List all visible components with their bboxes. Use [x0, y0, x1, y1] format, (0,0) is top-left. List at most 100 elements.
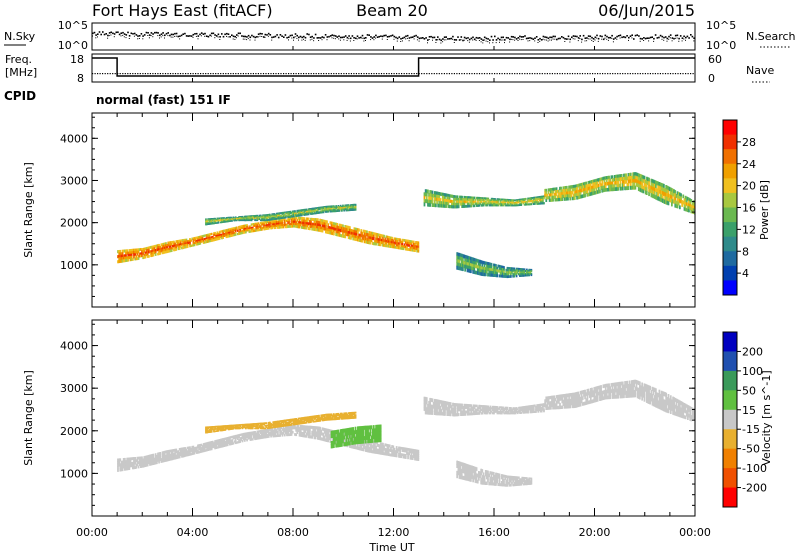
data-cell	[187, 450, 190, 453]
data-cell	[318, 221, 320, 225]
data-cell	[462, 257, 464, 262]
data-cell	[477, 204, 479, 207]
data-cell	[218, 445, 221, 449]
power-data	[117, 172, 695, 279]
noise-point	[576, 35, 578, 38]
data-cell	[206, 222, 208, 224]
data-cell	[231, 218, 234, 220]
data-cell	[347, 434, 350, 438]
noise-search-point	[210, 35, 212, 37]
data-cell	[145, 253, 148, 257]
data-cell	[634, 175, 637, 180]
data-cell	[221, 230, 223, 233]
data-cell	[359, 447, 361, 451]
data-cell	[202, 444, 205, 448]
data-cell	[520, 198, 523, 201]
data-cell	[344, 232, 347, 236]
data-cell	[330, 224, 333, 228]
data-cell	[325, 222, 327, 226]
data-cell	[351, 231, 353, 235]
data-cell	[246, 435, 248, 438]
data-cell	[362, 234, 365, 238]
data-cell	[191, 244, 194, 247]
data-cell	[294, 211, 296, 214]
data-cell	[643, 182, 646, 187]
noise-point	[259, 32, 262, 35]
data-cell	[321, 206, 324, 209]
data-cell	[526, 272, 528, 275]
data-cell	[174, 448, 176, 452]
data-cell	[393, 237, 396, 241]
data-cell	[255, 434, 258, 437]
nave-point	[109, 73, 111, 75]
data-cell	[335, 210, 338, 213]
data-cell	[140, 460, 142, 464]
noise-point	[267, 32, 270, 35]
nave-point	[446, 73, 448, 75]
data-cell	[668, 197, 671, 202]
data-cell	[239, 225, 242, 228]
data-cell	[312, 218, 315, 221]
data-cell	[528, 270, 531, 273]
data-cell	[152, 455, 155, 459]
data-cell	[353, 443, 356, 447]
noise-point	[92, 32, 94, 35]
data-cell	[277, 222, 279, 226]
data-cell	[470, 266, 472, 270]
data-cell	[673, 189, 676, 194]
data-cell	[599, 177, 601, 182]
data-cell	[428, 199, 430, 204]
data-cell	[322, 222, 325, 226]
data-cell	[564, 194, 567, 198]
data-cell	[692, 205, 695, 209]
noise-search-point	[534, 40, 536, 42]
data-cell	[556, 198, 559, 202]
data-cell	[253, 431, 255, 434]
data-cell	[234, 226, 237, 230]
noise-search-point	[246, 39, 248, 41]
data-cell	[250, 216, 253, 218]
data-cell	[500, 267, 503, 271]
data-cell	[656, 188, 658, 193]
data-cell	[237, 218, 239, 221]
data-cell	[604, 176, 607, 180]
data-cell	[539, 202, 542, 205]
data-cell	[156, 455, 158, 458]
data-cell	[200, 237, 203, 240]
nave-point	[664, 73, 667, 75]
nave-point	[174, 73, 177, 75]
data-cell	[636, 179, 639, 184]
data-cell	[438, 200, 441, 205]
data-cell	[559, 195, 561, 199]
data-cell	[140, 252, 142, 256]
noise-point	[140, 33, 143, 35]
data-cell	[282, 223, 285, 227]
data-cell	[337, 228, 340, 232]
data-cell	[266, 225, 269, 229]
data-cell	[387, 238, 390, 241]
data-cell	[122, 465, 125, 469]
noise-search-point	[236, 37, 237, 39]
data-cell	[246, 229, 248, 232]
data-cell	[275, 222, 278, 226]
data-cell	[360, 231, 363, 235]
data-cell	[163, 248, 166, 252]
noise-point	[241, 35, 243, 37]
data-cell	[569, 185, 572, 189]
noise-point	[318, 37, 320, 39]
data-cell	[343, 440, 346, 444]
nave-point	[139, 73, 141, 75]
data-cell	[298, 433, 301, 437]
data-cell	[640, 188, 642, 193]
data-cell	[130, 251, 133, 255]
data-cell	[264, 215, 267, 218]
noise-point	[602, 38, 605, 41]
data-cell	[173, 244, 175, 248]
data-cell	[119, 254, 122, 258]
noise-search-point	[671, 40, 673, 42]
noise-point	[478, 37, 481, 39]
data-cell	[572, 193, 575, 198]
data-cell	[267, 428, 270, 431]
data-cell	[224, 444, 227, 447]
data-cell	[294, 224, 296, 228]
